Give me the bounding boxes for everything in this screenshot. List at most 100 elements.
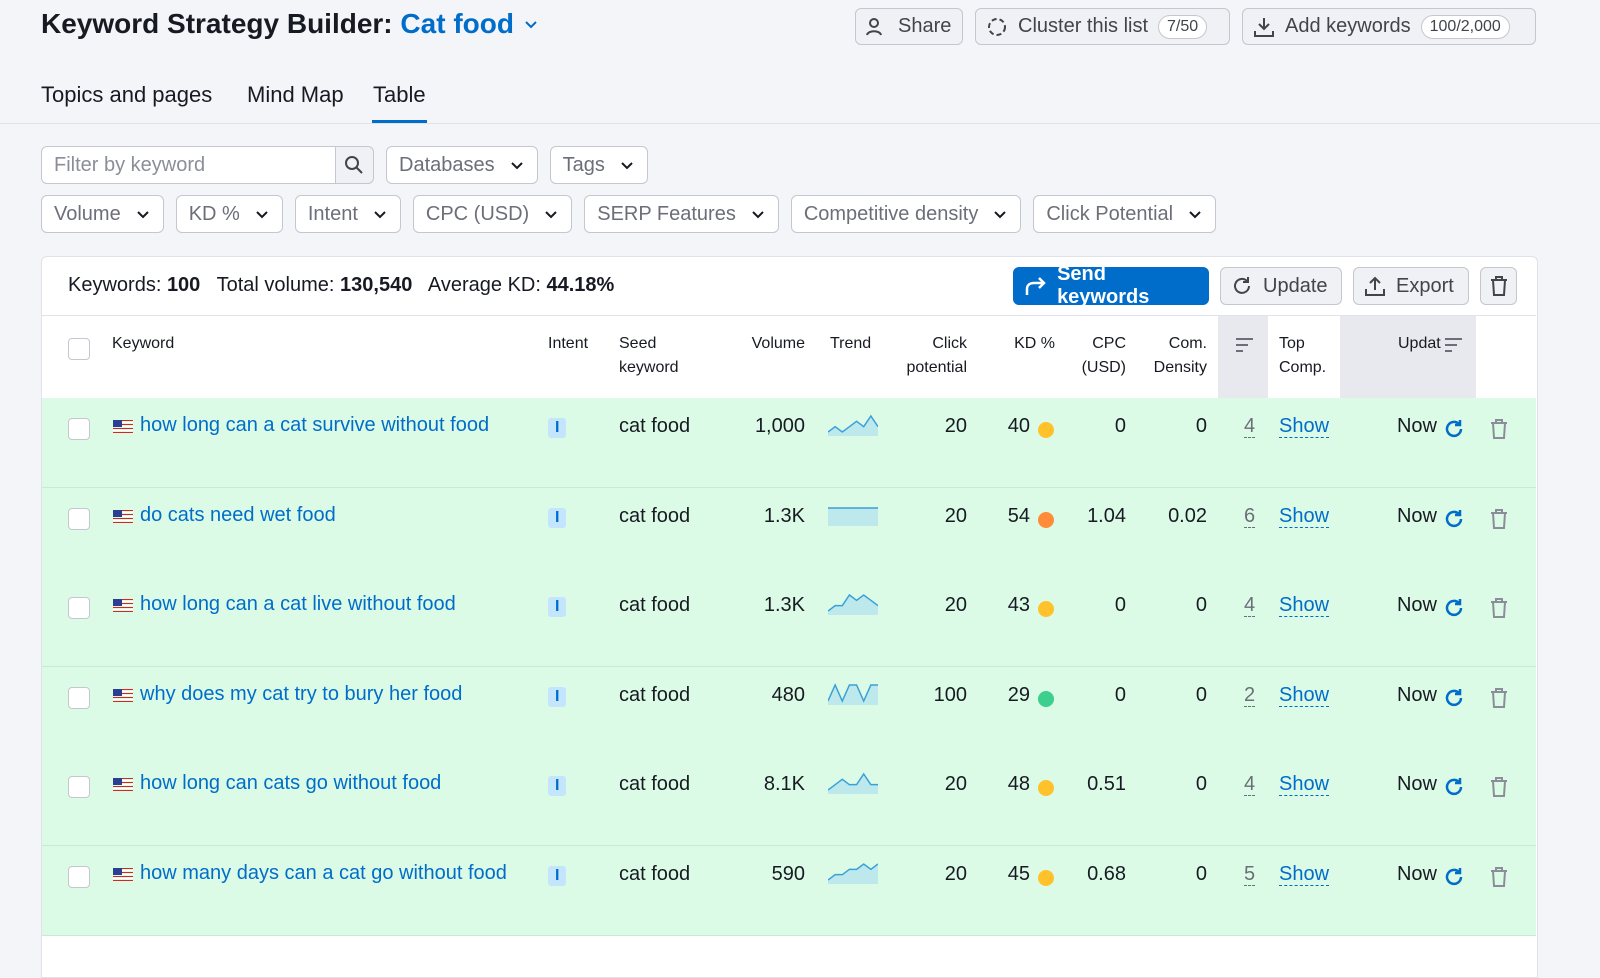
update-button[interactable]: Update — [1220, 267, 1342, 305]
chevron — [545, 211, 557, 219]
delete-icon[interactable] — [1489, 687, 1509, 709]
checkbox[interactable] — [68, 865, 90, 888]
search-input[interactable]: Filter by keyword — [41, 146, 336, 184]
updated: Now — [1396, 415, 1437, 437]
top-comp-link[interactable]: Show — [1279, 415, 1330, 438]
delete-icon[interactable] — [1489, 508, 1509, 530]
trend-sparkline — [828, 414, 878, 436]
chevron — [510, 162, 523, 170]
top-comp-link[interactable]: Show — [1279, 862, 1330, 886]
delete-icon[interactable] — [1489, 776, 1509, 798]
flag-icon — [113, 420, 133, 433]
flag-stripe — [113, 609, 133, 610]
button-label: Share — [898, 15, 952, 37]
flag-stripe — [113, 521, 133, 523]
delete-icon[interactable] — [1489, 866, 1509, 888]
filter-dropdown[interactable]: Tags — [549, 146, 648, 184]
serp-features[interactable]: 6 — [1244, 504, 1256, 528]
kd-dot — [1038, 601, 1054, 617]
refresh-icon[interactable] — [1443, 597, 1465, 619]
flag-canton — [113, 420, 122, 427]
keyword-link[interactable]: how many days can a cat go without food — [140, 861, 507, 884]
top-comp-link[interactable]: Show — [1279, 504, 1330, 528]
icon-path — [1445, 778, 1463, 796]
top-comp-link[interactable]: Show — [1279, 773, 1330, 796]
delete-button[interactable] — [1480, 267, 1517, 305]
refresh-icon[interactable] — [1443, 418, 1465, 440]
refresh-icon[interactable] — [1443, 866, 1465, 888]
filter-dropdown[interactable]: SERP Features — [584, 195, 779, 233]
export-button[interactable]: Export — [1353, 267, 1469, 305]
share-button[interactable]: Share — [855, 8, 963, 45]
keyword-link[interactable]: do cats need wet food — [140, 503, 336, 526]
checkbox[interactable] — [68, 686, 90, 709]
value: 130,540 — [340, 274, 413, 296]
serp-features[interactable]: 4 — [1244, 415, 1256, 438]
serp-features[interactable]: 5 — [1244, 862, 1256, 886]
cpc: 0 — [1114, 683, 1126, 706]
seed-keyword: cat food — [619, 504, 691, 527]
filter-dropdown[interactable]: Volume — [41, 195, 164, 233]
icon-path — [1491, 687, 1507, 708]
value: 44.18% — [546, 274, 615, 296]
keyword-link[interactable]: why does my cat try to bury her food — [140, 682, 463, 705]
serp-features[interactable]: 2 — [1244, 683, 1256, 707]
flag-stripe — [113, 698, 133, 700]
kd: 54 — [1007, 504, 1030, 527]
add-keywords-button[interactable]: Add keywords 100/2,000 — [1242, 8, 1536, 45]
checkbox[interactable] — [68, 418, 90, 440]
filter-row: Filter by keyword Databases Tags — [41, 146, 648, 184]
flag-stripe — [113, 422, 133, 423]
kd: 40 — [1007, 415, 1030, 437]
filter-dropdown[interactable]: CPC (USD) — [412, 195, 573, 233]
filter-dropdown[interactable]: KD % — [175, 195, 283, 233]
send-button[interactable]: Send keywords — [1013, 263, 1209, 308]
flag-stripe — [113, 428, 133, 429]
project-name[interactable]: Cat food — [400, 8, 514, 39]
tab[interactable]: Table — [373, 82, 426, 107]
flag-icon — [113, 509, 133, 523]
flag-stripe — [113, 513, 133, 515]
serp-features[interactable]: 4 — [1244, 594, 1256, 617]
filter-dropdown[interactable]: Databases — [386, 146, 538, 184]
filter-dropdown[interactable]: Competitive density — [790, 195, 1022, 233]
cpc: 0 — [1114, 594, 1126, 616]
top-comp-link[interactable]: Show — [1279, 683, 1330, 707]
delete-icon[interactable] — [1489, 418, 1509, 440]
keyword-link[interactable]: how long can a cat survive without food — [140, 414, 490, 436]
trend-area — [828, 595, 878, 615]
flag-stripe — [113, 515, 133, 517]
flag-stripe — [113, 784, 133, 785]
volume: 1,000 — [754, 415, 805, 437]
seed-keyword: cat food — [619, 683, 691, 706]
serp-features[interactable]: 4 — [1244, 773, 1256, 796]
tab[interactable]: Mind Map — [247, 82, 344, 107]
checkbox[interactable] — [68, 776, 90, 798]
tab[interactable]: Topics and pages — [41, 82, 213, 107]
refresh-icon[interactable] — [1443, 776, 1465, 798]
keyword-link[interactable]: how long can a cat live without food — [140, 593, 456, 615]
refresh-icon[interactable] — [1443, 508, 1465, 530]
title-text: Keyword Strategy Builder: — [41, 8, 393, 39]
updated: Now — [1396, 862, 1437, 885]
checkbox[interactable] — [68, 507, 90, 530]
checkbox[interactable] — [68, 597, 90, 619]
sorted-column — [1340, 316, 1476, 398]
delete-icon[interactable] — [1489, 597, 1509, 619]
top-comp-link[interactable]: Show — [1279, 594, 1330, 617]
flag-stripe — [113, 696, 133, 698]
keyword-link[interactable]: how long can cats go without food — [140, 772, 442, 794]
icon — [345, 156, 363, 174]
checkbox[interactable] — [68, 338, 90, 360]
flag-stripe — [113, 605, 133, 606]
refresh-icon[interactable] — [1443, 687, 1465, 709]
sorted-column — [1218, 316, 1268, 398]
click-potential: 20 — [944, 594, 967, 616]
filter-dropdown[interactable]: Click Potential — [1033, 195, 1217, 233]
flag-stripe — [113, 877, 133, 879]
cluster-button[interactable]: Cluster this list 7/50 — [975, 8, 1230, 45]
chevron — [752, 211, 764, 219]
search-button[interactable] — [336, 146, 374, 184]
filter-dropdown[interactable]: Intent — [294, 195, 401, 233]
